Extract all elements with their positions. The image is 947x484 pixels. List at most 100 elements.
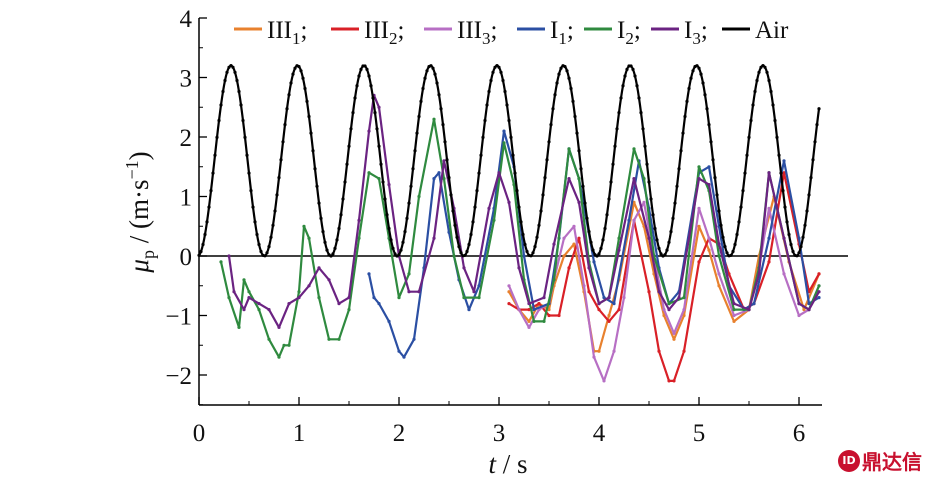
- series-point-air: [607, 197, 611, 201]
- series-point-air: [349, 127, 353, 131]
- series-point-i2: [442, 177, 446, 181]
- series-point-iii3: [612, 349, 616, 353]
- series-point-air: [511, 153, 515, 157]
- y-tick-label: 2: [180, 125, 193, 152]
- series-point-air: [737, 220, 741, 224]
- series-point-air: [243, 135, 247, 139]
- series-point-air: [377, 144, 381, 148]
- series-point-iii1: [682, 313, 686, 318]
- series-point-air: [673, 201, 677, 205]
- series-point-air: [521, 232, 525, 237]
- series-point-i3: [247, 296, 251, 300]
- series-point-air: [275, 193, 279, 197]
- series-point-air: [345, 162, 349, 166]
- series-point-air: [509, 135, 513, 139]
- series-point-air: [311, 149, 315, 153]
- series-point-iii2: [697, 260, 701, 264]
- series-point-air: [321, 230, 325, 234]
- series-point-air: [813, 140, 817, 144]
- series-point-i3: [552, 242, 556, 246]
- y-tick-label: −1: [165, 304, 192, 331]
- series-point-air: [499, 70, 503, 74]
- y-tick-label: 0: [180, 244, 193, 271]
- series-point-i1: [627, 218, 631, 222]
- series-point-iii2: [507, 302, 511, 306]
- series-point-iii3: [602, 379, 606, 383]
- series-point-i1: [387, 319, 391, 323]
- series-point-air: [671, 216, 675, 220]
- series-point-iii1: [697, 224, 701, 228]
- series-point-air: [801, 235, 805, 239]
- series-point-i1: [437, 171, 441, 175]
- series-point-air: [383, 197, 387, 201]
- series-point-i1: [372, 296, 376, 300]
- series-point-i2: [257, 308, 261, 312]
- series-line-i1: [367, 130, 820, 359]
- series-point-air: [797, 251, 801, 255]
- series-point-air: [539, 209, 543, 213]
- series-point-i2: [367, 171, 371, 175]
- series-point-i1: [377, 302, 381, 306]
- series-point-i3: [542, 296, 546, 300]
- series-point-air: [723, 245, 727, 249]
- series-point-i3: [407, 290, 411, 294]
- series-point-i3: [697, 177, 701, 181]
- series-point-air: [523, 242, 527, 247]
- series-point-air: [239, 103, 243, 107]
- series-point-air: [263, 254, 267, 258]
- series-point-air: [233, 70, 237, 74]
- series-point-air: [645, 162, 649, 166]
- x-tick-label: 5: [693, 420, 706, 447]
- series-point-iii1: [597, 349, 601, 353]
- series-point-air: [435, 81, 439, 85]
- series-point-i1: [477, 284, 481, 288]
- series-point-iii1: [672, 337, 676, 341]
- series-point-air: [605, 213, 609, 217]
- series-point-air: [775, 135, 779, 139]
- series-point-air: [477, 171, 481, 175]
- series-point-air: [817, 107, 821, 111]
- series-point-air: [631, 67, 635, 71]
- series-point-air: [333, 246, 337, 250]
- series-point-air: [643, 144, 647, 148]
- series-point-i3: [367, 129, 371, 133]
- series-point-air: [401, 240, 405, 244]
- series-point-i2: [502, 141, 506, 145]
- series-point-iii3: [682, 308, 686, 312]
- series-point-air: [257, 242, 261, 247]
- series-point-air: [579, 167, 583, 171]
- series-point-air: [247, 171, 251, 175]
- series-point-air: [807, 193, 811, 197]
- series-point-iii3: [782, 272, 786, 276]
- series-point-i3: [287, 302, 291, 306]
- series-point-air: [309, 131, 313, 135]
- series-point-i2: [617, 236, 621, 240]
- series-point-air: [597, 252, 601, 256]
- series-point-air: [749, 118, 753, 123]
- series-point-air: [353, 96, 357, 100]
- series-point-air: [689, 76, 693, 80]
- series-point-air: [507, 118, 511, 123]
- series-point-air: [467, 242, 471, 247]
- series-point-air: [249, 189, 253, 193]
- series-point-air: [491, 70, 495, 74]
- series-point-i1: [532, 308, 536, 312]
- series-point-iii2: [667, 379, 671, 383]
- series-point-i2: [267, 337, 271, 341]
- series-point-air: [543, 176, 547, 180]
- series-point-air: [721, 235, 725, 239]
- series-point-air: [389, 238, 393, 242]
- series-point-i1: [797, 236, 801, 240]
- series-point-air: [747, 135, 751, 139]
- series-point-air: [329, 254, 333, 258]
- series-point-i1: [782, 159, 786, 163]
- logo-text: 鼎达信: [862, 450, 922, 474]
- y-axis-title: μp / (m·s−1): [122, 151, 158, 273]
- series-point-air: [581, 184, 585, 188]
- series-point-i1: [412, 337, 416, 341]
- series-point-i3: [807, 308, 811, 312]
- series-point-air: [615, 127, 619, 131]
- series-point-iii2: [657, 349, 661, 353]
- series-point-air: [411, 167, 415, 171]
- series-point-air: [359, 67, 363, 71]
